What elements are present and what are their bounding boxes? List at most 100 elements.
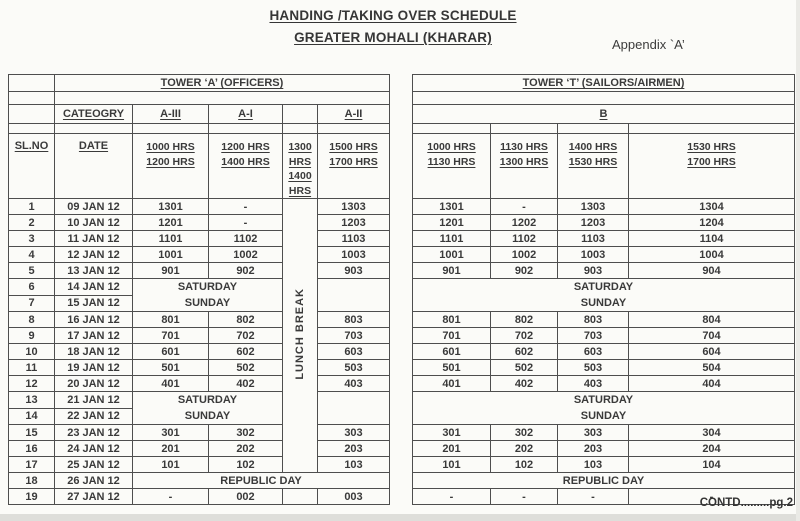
value-cell: 203 xyxy=(557,440,629,457)
value-cell: 302 xyxy=(208,424,283,441)
value-cell: 803 xyxy=(557,311,629,328)
value-cell: 502 xyxy=(490,359,558,376)
date-cell: 09 JAN 12 xyxy=(54,198,133,215)
table-gap xyxy=(390,279,413,296)
value-cell: 303 xyxy=(317,424,390,441)
table-gap xyxy=(390,328,413,344)
category-header: CATEOGRY xyxy=(54,104,133,124)
value-cell: - xyxy=(208,198,283,215)
value-cell: - xyxy=(208,214,283,231)
value-cell: 402 xyxy=(490,375,558,392)
value-cell: 1003 xyxy=(557,246,629,263)
value-cell: 1102 xyxy=(490,230,558,247)
empty-cell xyxy=(8,104,55,124)
schedule-row: 14 22 JAN 12 xyxy=(8,407,795,425)
value-cell: 703 xyxy=(557,327,629,344)
slno-cell: 4 xyxy=(8,246,55,263)
value-cell: - xyxy=(132,488,209,505)
time-slot-line: 1130 HRS xyxy=(500,141,548,153)
time-slot-header: 1000 HRS 1200 HRS xyxy=(132,133,209,199)
table-gap xyxy=(390,134,413,199)
empty-cell xyxy=(8,123,55,134)
document-subtitle: GREATER MOHALI (KHARAR) xyxy=(294,30,492,45)
value-cell: 1202 xyxy=(490,214,558,231)
weekend-label: SATURDAY xyxy=(177,281,238,293)
schedule-row: 11 19 JAN 12 501 502 503 501 502 503 504 xyxy=(8,359,795,376)
slno-cell: 17 xyxy=(8,456,55,473)
category-header-row: CATEOGRY A-III A-I A-II B xyxy=(8,104,795,124)
slno-cell: 5 xyxy=(8,262,55,279)
right-tower-title: TOWER ‘T’ (SAILORS/AIRMEN) xyxy=(412,74,795,92)
date-cell: 19 JAN 12 xyxy=(54,359,133,376)
schedule-row: 6 14 JAN 12 SATURDAY SUNDAY SATURDAY SUNDAY xyxy=(8,278,795,312)
time-slot-line: 1130 HRS xyxy=(427,155,476,168)
value-cell: 1303 xyxy=(317,198,390,215)
slno-cell: 7 xyxy=(8,294,55,312)
table-gap xyxy=(390,231,413,247)
value-cell: 904 xyxy=(628,262,795,279)
value-cell: 503 xyxy=(557,359,629,376)
table-gap xyxy=(390,75,413,92)
value-cell: 1103 xyxy=(317,230,390,247)
table-gap xyxy=(390,457,413,473)
schedule-row: 8 16 JAN 12 801 802 803 801 802 803 804 xyxy=(8,311,795,328)
value-cell: 1103 xyxy=(557,230,629,247)
value-cell: 803 xyxy=(317,311,390,328)
value-cell: 1203 xyxy=(557,214,629,231)
tower-header-row: TOWER ‘A’ (OFFICERS) TOWER ‘T’ (SAILORS/… xyxy=(8,74,795,92)
value-cell: 704 xyxy=(628,327,795,344)
time-header-row: SL.NO DATE 1000 HRS 1200 HRS 1200 HRS 1400… xyxy=(8,133,795,199)
schedule-row: 17 25 JAN 12 101 102 103 101 102 103 104 xyxy=(8,456,795,473)
schedule-row: 9 17 JAN 12 701 702 703 701 702 703 704 xyxy=(8,327,795,344)
date-cell: 10 JAN 12 xyxy=(54,214,133,231)
value-cell: 402 xyxy=(208,375,283,392)
slno-cell: 2 xyxy=(8,214,55,231)
time-slot-line: 1000 HRS xyxy=(146,141,195,153)
empty-cell xyxy=(317,123,390,134)
time-slot-line: HRS xyxy=(288,184,312,197)
time-slot-line: 1300 HRS xyxy=(499,155,549,168)
slno-cell: 9 xyxy=(8,327,55,344)
value-cell: 1203 xyxy=(317,214,390,231)
schedule-row: 18 26 JAN 12 REPUBLIC DAY REPUBLIC DAY xyxy=(8,472,795,489)
weekend-label: SATURDAY xyxy=(573,394,634,406)
value-cell: 203 xyxy=(317,440,390,457)
weekend-label: SATURDAY xyxy=(177,394,238,406)
slno-cell: 15 xyxy=(8,424,55,441)
value-cell: 1201 xyxy=(132,214,209,231)
spacer-row xyxy=(8,91,795,105)
empty-lunch-cell xyxy=(282,488,318,505)
date-cell: 17 JAN 12 xyxy=(54,327,133,344)
date-cell: 15 JAN 12 xyxy=(54,294,133,312)
value-cell: 201 xyxy=(132,440,209,457)
value-cell: 1301 xyxy=(132,198,209,215)
value-cell: 101 xyxy=(132,456,209,473)
value-cell: 1102 xyxy=(208,230,283,247)
value-cell: 202 xyxy=(208,440,283,457)
time-slot-line: 1500 HRS xyxy=(329,141,378,153)
schedule-row: 7 15 JAN 12 xyxy=(8,294,795,312)
schedule-row: 2 10 JAN 12 1201-1203 1201 1202 1203 1204 xyxy=(8,214,795,231)
date-cell: 25 JAN 12 xyxy=(54,456,133,473)
value-cell: 003 xyxy=(317,488,390,505)
value-cell: 802 xyxy=(490,311,558,328)
value-cell: 702 xyxy=(490,327,558,344)
value-cell: 304 xyxy=(628,424,795,441)
value-cell: 1002 xyxy=(208,246,283,263)
table-gap xyxy=(390,105,413,124)
value-cell: 202 xyxy=(490,440,558,457)
empty-cell xyxy=(54,123,133,134)
value-cell: - xyxy=(412,488,491,505)
document-title: HANDING /TAKING OVER SCHEDULE xyxy=(269,8,517,23)
time-slot-line: 1700 HRS xyxy=(329,155,378,168)
slno-cell: 11 xyxy=(8,359,55,376)
value-cell: 401 xyxy=(412,375,491,392)
time-slot-line: HRS xyxy=(288,155,312,168)
value-cell: 302 xyxy=(490,424,558,441)
slno-cell: 14 xyxy=(8,407,55,425)
time-slot-header: 1400 HRS 1530 HRS xyxy=(557,133,629,199)
empty-cell xyxy=(8,74,55,92)
time-slot-line: 1400 xyxy=(288,170,312,182)
weekend-cell: SATURDAY SUNDAY xyxy=(132,278,283,312)
scan-edge-right xyxy=(796,0,800,521)
